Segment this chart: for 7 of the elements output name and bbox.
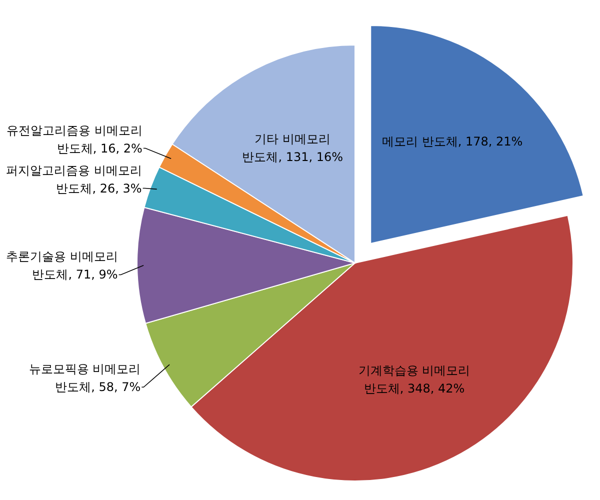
slice-label: 기타 비메모리 반도체, 131, 16% bbox=[242, 132, 344, 164]
slice-label: 유전알고리즘용 비메모리 반도체, 16, 2% bbox=[6, 123, 142, 156]
slice-label: 뉴로모픽용 비메모리 반도체, 58, 7% bbox=[28, 362, 141, 394]
slice-label: 퍼지알고리즘용 비메모리 반도체, 26, 3% bbox=[6, 163, 142, 196]
slice-label: 기계학습용 비메모리 반도체, 348, 42% bbox=[358, 364, 470, 396]
slice-label: 메모리 반도체, 178, 21% bbox=[382, 134, 523, 148]
slice-label: 추론기술용 비메모리 반도체, 71, 9% bbox=[6, 250, 118, 282]
